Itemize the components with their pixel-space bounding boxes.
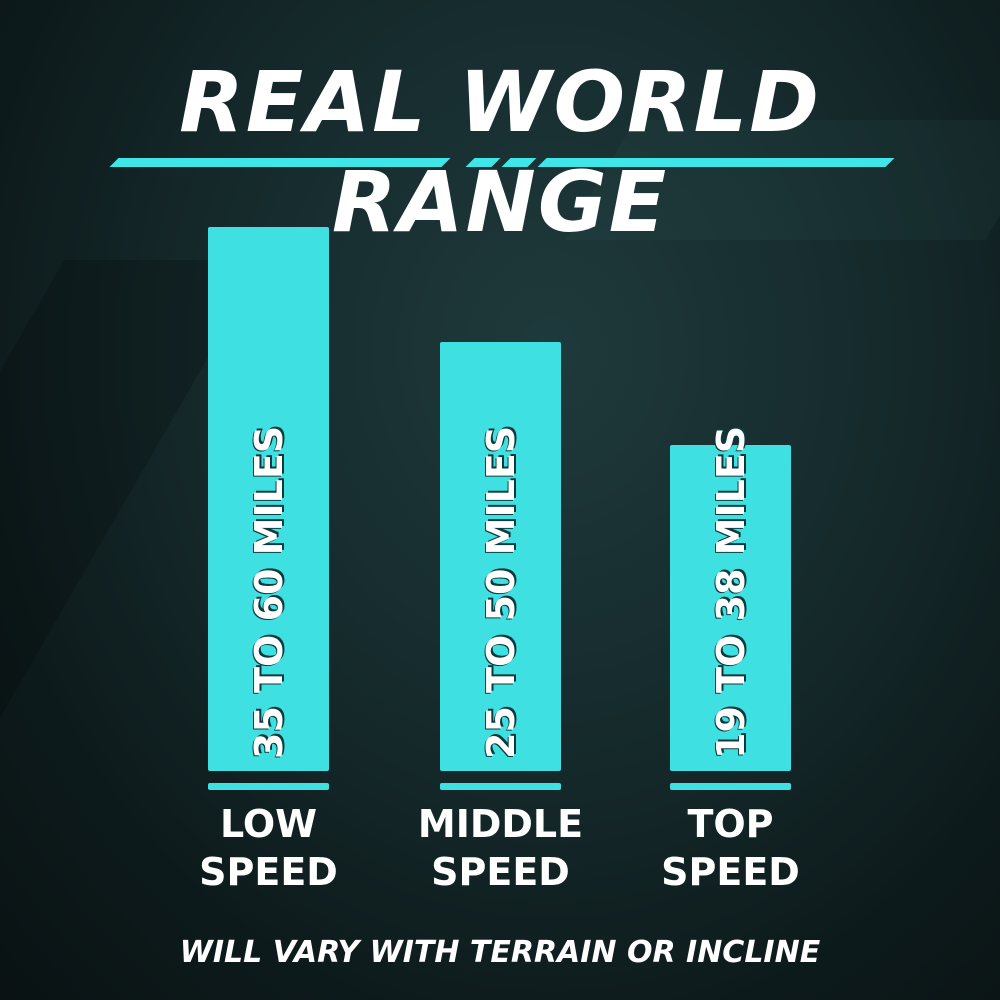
bar-baseline [208,783,329,790]
bar-0: 35 TO 60 MILES [208,227,329,771]
category-label-line: LOW [219,802,318,846]
category-label-line: SPEED [431,850,570,894]
chart-title: REAL WORLD RANGE [179,53,821,251]
data-label: 19 TO 38 MILES [708,425,753,759]
category-label-line: MIDDLE [417,802,584,846]
category-label: MIDDLE SPEED [401,800,601,896]
data-label: 25 TO 50 MILES [478,425,523,759]
data-label: 35 TO 60 MILES [246,425,291,759]
bar-1: 25 TO 50 MILES [440,341,561,771]
category-label-line: TOP [687,802,774,846]
footnote: WILL VARY WITH TERRAIN OR INCLINE [179,935,821,970]
bar-2: 19 TO 38 MILES [670,426,791,771]
category-label-line: SPEED [661,850,800,894]
category-label-line: SPEED [199,850,338,894]
category-label: TOP SPEED [631,800,831,896]
category-label: LOW SPEED [169,800,369,896]
bar-baseline [440,783,561,790]
bar-baseline [670,783,791,790]
